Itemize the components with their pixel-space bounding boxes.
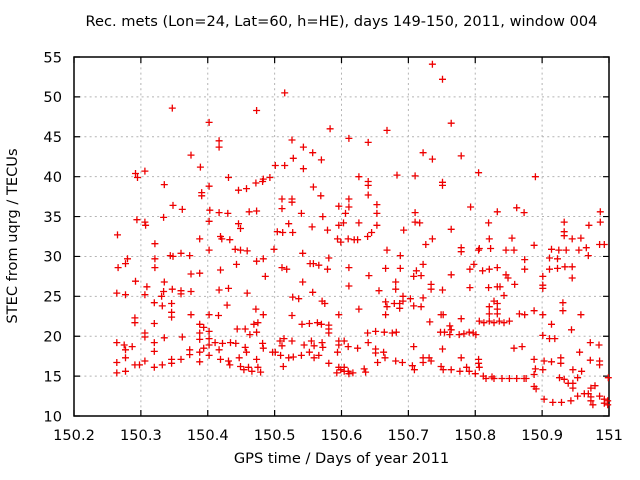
y-tick-label: 15 — [43, 368, 62, 385]
data-points — [113, 60, 612, 409]
x-tick-label: 150.5 — [254, 427, 296, 444]
y-tick-label: 25 — [43, 289, 62, 306]
y-tick-label: 40 — [43, 169, 62, 186]
x-tick-label: 151 — [595, 427, 623, 444]
x-tick-label: 150.4 — [187, 427, 229, 444]
x-tick-label: 150.6 — [321, 427, 363, 444]
y-tick-label: 20 — [43, 329, 62, 346]
y-tick-label: 45 — [43, 129, 62, 146]
gridlines — [74, 57, 609, 416]
x-tick-label: 150.3 — [120, 427, 162, 444]
y-tick-label: 50 — [43, 89, 62, 106]
x-tick-label: 150.7 — [387, 427, 429, 444]
y-tick-label: 55 — [43, 49, 62, 66]
x-tick-label: 150.8 — [454, 427, 496, 444]
x-tick-label: 150.9 — [521, 427, 563, 444]
y-tick-label: 35 — [43, 209, 62, 226]
x-tick-label: 150.2 — [53, 427, 95, 444]
x-axis-label: GPS time / Days of year 2011 — [233, 450, 450, 467]
y-tick-label: 30 — [43, 249, 62, 266]
chart-title: Rec. mets (Lon=24, Lat=60, h=HE), days 1… — [85, 13, 598, 30]
y-tick-label: 10 — [43, 408, 62, 425]
plot-frame — [73, 56, 610, 417]
